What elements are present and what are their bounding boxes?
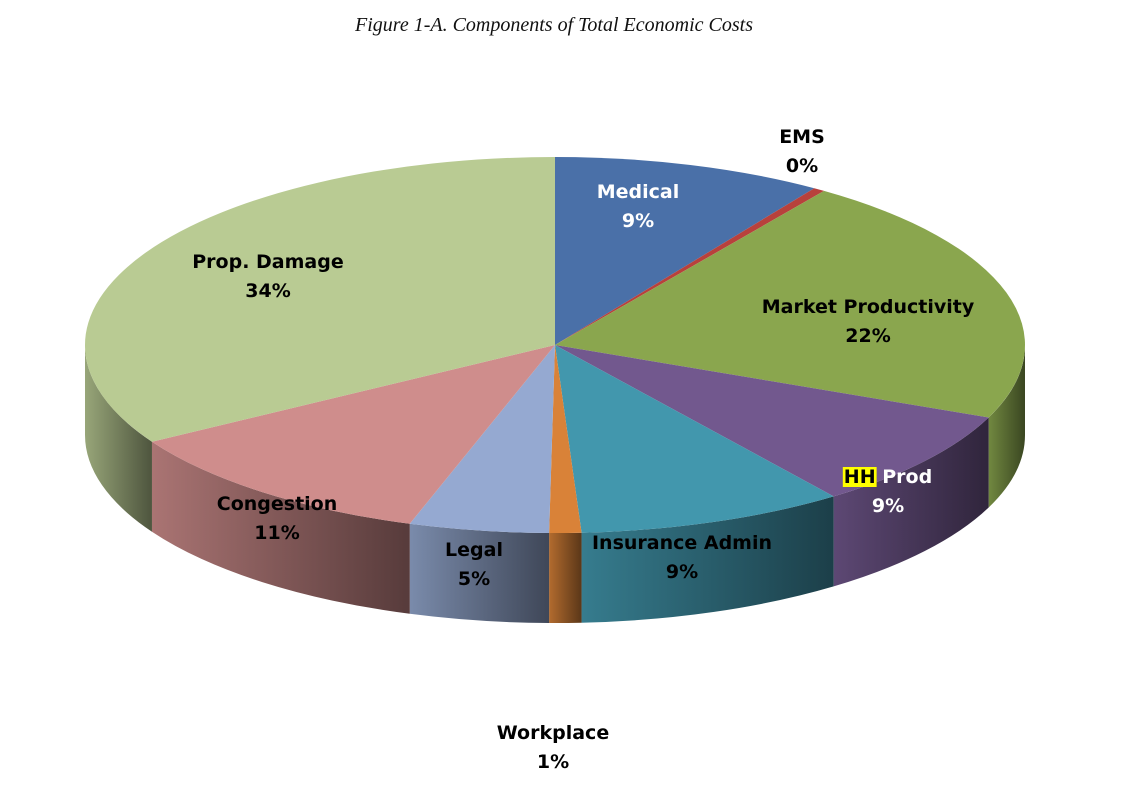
label-congestion: Congestion: [217, 493, 338, 515]
pie-side-legal: [409, 523, 550, 623]
pie-slice-hh-prod: [555, 345, 989, 497]
pie-side-insurance-admin: [581, 496, 834, 623]
chart-title: Figure 1-A. Components of Total Economic…: [355, 14, 753, 36]
pie-slice-workplace: [549, 345, 582, 533]
pie-slice-market-productivity: [555, 190, 1025, 418]
highlight-box: [842, 467, 877, 487]
pie-side-hh-prod: [833, 417, 989, 587]
label-market-productivity: Market Productivity: [762, 296, 975, 318]
label-medical: Medical: [597, 181, 680, 203]
pie-slice-legal: [409, 345, 555, 533]
pie-slice-ems: [555, 188, 825, 345]
label-insurance-admin: Insurance Admin: [592, 532, 772, 554]
label-ems: EMS: [779, 126, 825, 148]
pct-label-legal: 5%: [458, 568, 490, 590]
pie-side-congestion: [151, 441, 410, 614]
pct-label-insurance-admin: 9%: [666, 561, 698, 583]
label-legal: Legal: [445, 539, 503, 561]
label-prop-damage: Prop. Damage: [192, 251, 343, 273]
pct-label-medical: 9%: [622, 210, 654, 232]
label-highlight-hh-prod: HH: [844, 466, 876, 488]
pie-side-market-productivity: [988, 345, 1025, 508]
pie-slice-medical: [555, 157, 815, 345]
pct-label-congestion: 11%: [254, 522, 299, 544]
pct-label-prop-damage: 34%: [245, 280, 290, 302]
pie-slice-insurance-admin: [555, 345, 834, 533]
label-workplace: Workplace: [497, 722, 609, 744]
pct-label-market-productivity: 22%: [845, 325, 890, 347]
pct-label-hh-prod: 9%: [872, 495, 904, 517]
pct-label-ems: 0%: [786, 155, 818, 177]
label-hh-prod: HH Prod: [844, 466, 932, 488]
pie-slice-congestion: [151, 345, 556, 524]
pct-label-workplace: 1%: [537, 751, 569, 773]
pie-side-workplace: [549, 532, 582, 623]
pie-slice-prop-damage: [85, 157, 556, 442]
pie-side-prop-damage: [85, 345, 152, 532]
